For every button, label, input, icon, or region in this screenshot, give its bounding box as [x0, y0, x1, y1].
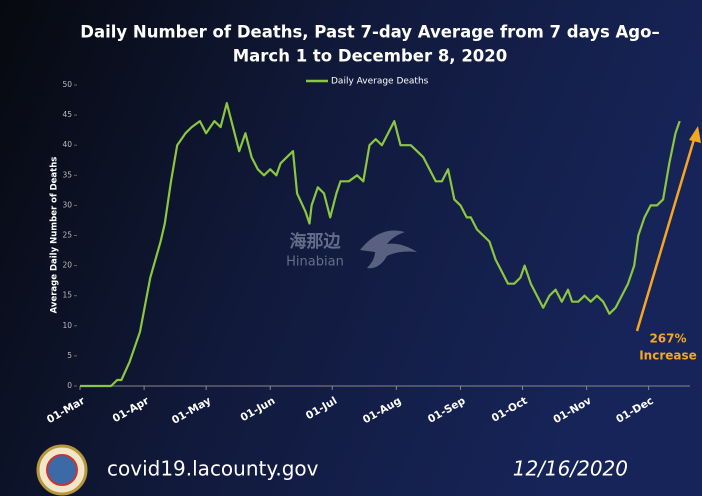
annotation-line1: 267%: [649, 332, 686, 346]
watermark-logo: [360, 230, 417, 269]
legend-label: Daily Average Deaths: [331, 77, 429, 87]
y-tick-label: 10: [62, 321, 72, 330]
chart-subtitle: March 1 to December 8, 2020: [233, 47, 508, 66]
watermark: 海那边: [290, 231, 342, 252]
chart-title: Daily Number of Deaths, Past 7-day Avera…: [80, 23, 659, 42]
data-line: [80, 102, 681, 388]
annotation-arrow: [635, 135, 697, 332]
annotation-arrowhead: [689, 126, 701, 143]
county-seal-inner: [46, 454, 78, 486]
footer-date: 12/16/2020: [513, 457, 628, 481]
y-tick-label: 15: [62, 291, 72, 300]
y-tick-label: 30: [62, 200, 72, 209]
y-tick-label: 45: [62, 110, 72, 119]
y-tick-label: 0: [67, 381, 72, 390]
y-tick-label: 5: [67, 351, 72, 360]
y-tick-label: 25: [62, 231, 72, 240]
y-tick-label: 40: [62, 140, 72, 149]
annotation-line2: Increase: [639, 349, 697, 363]
y-tick-label: 20: [62, 261, 72, 270]
y-tick-label: 35: [62, 170, 72, 179]
y-axis-label: Average Daily Number of Deaths: [50, 157, 60, 314]
footer-website: covid19.lacounty.gov: [107, 457, 319, 481]
y-tick-label: 50: [62, 80, 72, 89]
watermark-subtext: Hinabian: [286, 255, 344, 270]
